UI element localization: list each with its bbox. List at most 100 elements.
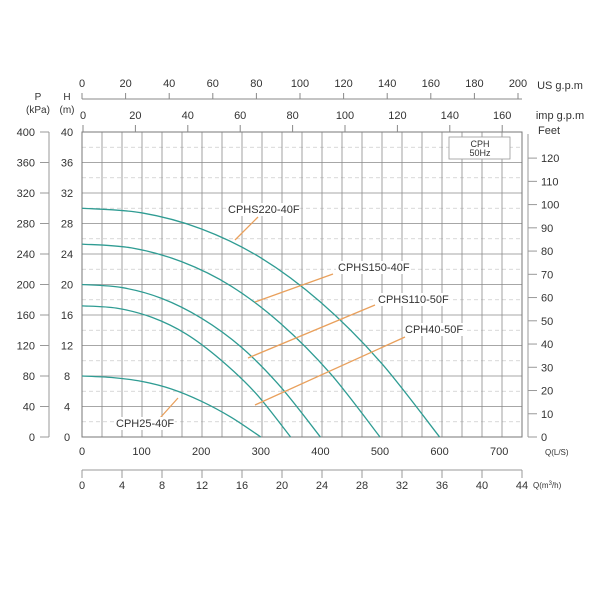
curve-label: CPH25-40F: [116, 418, 174, 430]
feet-tick-label: 50: [541, 316, 553, 328]
h-tick-label: 8: [64, 371, 70, 383]
q-ls-tick-label: 100: [132, 446, 150, 458]
p-axis-unit: (kPa): [26, 105, 50, 116]
feet-tick-label: 0: [541, 432, 547, 444]
curve-cph25-40f: [81, 375, 262, 438]
p-tick-label: 400: [17, 127, 35, 139]
h-tick-label: 16: [61, 310, 73, 322]
leader-line: [247, 304, 376, 359]
feet-tick-label: 100: [541, 200, 559, 212]
us-gpm-tick-label: 0: [79, 78, 85, 90]
q-m3h-tick-label: 44: [516, 480, 528, 492]
curve-cph40-50f: [81, 305, 292, 438]
curve-label-bg: [403, 323, 464, 336]
q-m3h-tick-label: 0: [79, 480, 85, 492]
feet-tick-label: 90: [541, 223, 553, 235]
feet-axis-label: Feet: [538, 125, 560, 137]
feet-tick-label: 60: [541, 293, 553, 305]
curve-label: CPH40-50F: [405, 324, 463, 336]
feet-tick-label: 80: [541, 246, 553, 258]
feet-tick-label: 10: [541, 409, 553, 421]
h-tick-label: 40: [61, 127, 73, 139]
curve-cphs150-40f: [81, 243, 381, 438]
us-gpm-tick-label: 180: [465, 78, 483, 90]
p-axis-label: P: [35, 92, 42, 103]
q-ls-tick-label: 400: [311, 446, 329, 458]
curve-label: CPHS110-50F: [378, 294, 449, 306]
curve-label: CPHS220-40F: [228, 204, 300, 216]
model-box-frequency: 50Hz: [469, 148, 491, 158]
q-m3h-tick-label: 32: [396, 480, 408, 492]
us-gpm-tick-label: 200: [509, 78, 527, 90]
h-tick-label: 20: [61, 280, 73, 292]
h-axis-unit: (m): [60, 105, 75, 116]
feet-tick-label: 120: [541, 153, 559, 165]
feet-tick-label: 20: [541, 386, 553, 398]
q-m3h-tick-label: 4: [119, 480, 125, 492]
curve-cphs110-50f: [81, 283, 321, 438]
p-tick-label: 80: [23, 371, 35, 383]
q-ls-tick-label: 200: [192, 446, 210, 458]
q-m3h-tick-label: 36: [436, 480, 448, 492]
h-tick-label: 36: [61, 158, 73, 170]
h-axis-label: H: [63, 92, 70, 103]
curve-label-bg: [376, 293, 450, 306]
q-m3h-axis-label: Q(m3/h): [533, 481, 562, 490]
imp-gpm-tick-label: 100: [336, 110, 354, 122]
imp-gpm-tick-label: 80: [286, 110, 298, 122]
us-gpm-tick-label: 160: [422, 78, 440, 90]
p-tick-label: 320: [17, 188, 35, 200]
imp-gpm-tick-label: 140: [441, 110, 459, 122]
q-m3h-tick-label: 40: [476, 480, 488, 492]
q-m3h-tick-label: 8: [159, 480, 165, 492]
imp-gpm-tick-label: 20: [129, 110, 141, 122]
curve-label-bg: [226, 203, 300, 216]
leader-line: [234, 216, 259, 241]
h-tick-label: 28: [61, 219, 73, 231]
model-box-series: CPH: [470, 139, 489, 149]
q-ls-tick-label: 300: [252, 446, 270, 458]
feet-tick-label: 110: [541, 176, 559, 188]
leader-line: [159, 397, 179, 419]
us-gpm-tick-label: 20: [119, 78, 131, 90]
us-gpm-tick-label: 80: [250, 78, 262, 90]
model-box: [448, 136, 511, 160]
h-tick-label: 12: [61, 341, 73, 353]
q-m3h-tick-label: 20: [276, 480, 288, 492]
q-ls-tick-label: 600: [430, 446, 448, 458]
h-tick-label: 24: [61, 249, 73, 261]
p-tick-label: 40: [23, 402, 35, 414]
imp-gpm-tick-label: 120: [388, 110, 406, 122]
h-tick-label: 0: [64, 432, 70, 444]
p-tick-label: 240: [17, 249, 35, 261]
p-tick-label: 0: [29, 432, 35, 444]
imp-gpm-tick-label: 60: [234, 110, 246, 122]
q-ls-tick-label: 0: [79, 446, 85, 458]
feet-tick-label: 30: [541, 362, 553, 374]
p-tick-label: 360: [17, 158, 35, 170]
q-m3h-tick-label: 24: [316, 480, 328, 492]
imp-gpm-tick-label: 160: [493, 110, 511, 122]
curve-label: CPHS150-40F: [338, 262, 410, 274]
feet-tick-label: 70: [541, 269, 553, 281]
imp-gpm-axis-label: imp g.p.m: [536, 110, 584, 122]
curve-cphs220-40f: [81, 207, 441, 438]
q-m3h-tick-label: 12: [196, 480, 208, 492]
us-gpm-tick-label: 140: [378, 78, 396, 90]
p-tick-label: 120: [17, 341, 35, 353]
us-gpm-tick-label: 60: [207, 78, 219, 90]
q-m3h-tick-label: 16: [236, 480, 248, 492]
us-gpm-tick-label: 40: [163, 78, 175, 90]
h-tick-label: 32: [61, 188, 73, 200]
p-tick-label: 280: [17, 219, 35, 231]
curve-label-bg: [336, 261, 410, 274]
p-tick-label: 200: [17, 280, 35, 292]
q-m3h-tick-label: 28: [356, 480, 368, 492]
us-gpm-tick-label: 120: [334, 78, 352, 90]
feet-tick-label: 40: [541, 339, 553, 351]
us-gpm-tick-label: 100: [291, 78, 309, 90]
leader-line: [254, 273, 334, 303]
q-ls-tick-label: 500: [371, 446, 389, 458]
p-tick-label: 160: [17, 310, 35, 322]
